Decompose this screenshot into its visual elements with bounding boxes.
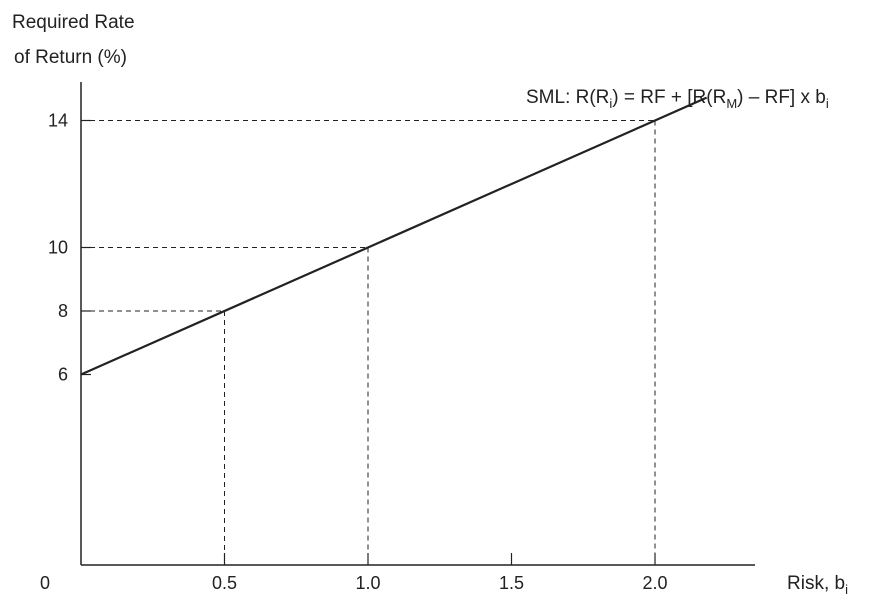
x-tick-label: 0 [40,573,50,593]
y-tick-label: 6 [58,365,68,385]
y-tick-label: 14 [48,111,68,131]
x-tick-label: 1.0 [355,573,380,593]
formula-sub-i2: i [826,96,829,111]
ticks: 0 0.5 1.0 1.5 2.0 6 8 10 14 [40,111,668,594]
series-group [80,96,708,376]
formula-prefix: SML: R(R [526,87,609,108]
y-axis-label-line1: Required Rate [12,12,135,33]
x-tick-label: 2.0 [642,573,667,593]
y-tick-label: 8 [58,301,68,321]
y-tick-label: 10 [48,238,68,258]
x-axis-label: Risk, bi [787,573,848,597]
x-tick-label: 1.5 [499,573,524,593]
y-axis-label-line2: of Return (%) [14,47,127,68]
sml-formula: SML: R(Ri) = RF + [R(RM) – RF] x bi [526,87,829,111]
formula-mid1: ) = RF + [R(R [612,87,726,108]
sml-line [80,96,708,376]
formula-mid2: ) – RF] x b [737,87,826,108]
formula-sub-m: M [726,96,737,111]
axes [80,82,755,566]
x-axis-label-main: Risk, b [787,573,845,594]
guide-lines [81,120,656,565]
formula-sub-i: i [609,96,612,111]
x-tick-label: 0.5 [212,573,237,593]
x-axis-label-sub: i [845,582,848,597]
